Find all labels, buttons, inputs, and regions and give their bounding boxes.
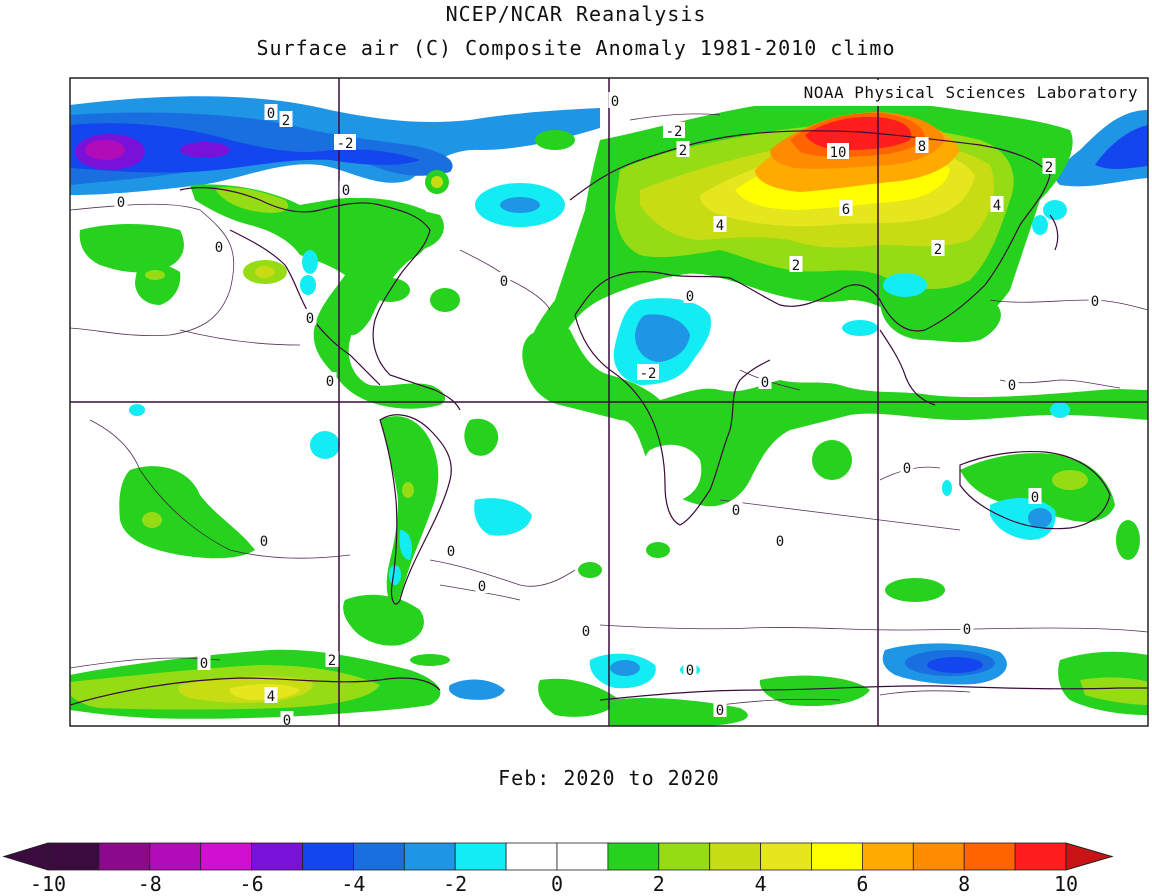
colorbar-under-arrow [2,842,49,871]
contour-label: 0 [686,289,694,305]
contour-label: 0 [732,503,740,519]
colorbar-tick-label: 10 [1053,872,1079,896]
colorbar-swatch [912,842,965,871]
map-title: NCEP/NCAR Reanalysis [445,2,707,26]
contour-label: 0 [447,544,455,560]
contour-label: 0 [611,94,619,110]
colorbar-tick-label: -4 [341,872,366,896]
colorbar-swatch [47,842,100,871]
colorbar-swatch [811,842,863,871]
colorbar-swatch [302,842,354,871]
contour-label: 2 [328,653,336,669]
colorbar-tick-label: 4 [754,872,767,896]
colorbar-swatch [1014,842,1067,871]
contour-label: 0 [478,579,486,595]
australia-anomaly [960,453,1115,522]
colorbar-tick-label: -2 [443,872,468,896]
colorbar-swatch [454,842,507,871]
colorbar-tick-label: 8 [958,872,971,896]
contour-label: 2 [282,113,290,129]
contour-label: 2 [934,242,942,258]
contour-label: 0 [582,624,590,640]
credit-label: NOAA Physical Sciences Laboratory [724,80,1144,106]
contour-label: 0 [1008,378,1016,394]
contour-label: 8 [918,139,926,155]
colorbar-swatch [403,842,456,871]
contour-label: -2 [640,366,657,382]
colorbar-swatch [98,842,151,871]
colorbar-tick-label: -10 [29,872,67,896]
colorbar-swatch [251,842,303,871]
contour-label: 10 [830,145,847,161]
colorbar-swatch [607,842,660,871]
contour-label: 4 [267,689,275,705]
contour-label: 4 [993,198,1001,214]
contour-label: 0 [200,656,208,672]
contour-label: 0 [283,713,291,729]
contour-label: 2 [679,143,687,159]
map-frame [69,77,1149,727]
colorbar-swatch [862,842,914,871]
colorbar-swatch [352,842,405,871]
colorbar-tick-label: -8 [137,872,162,896]
contour-label: 0 [716,703,724,719]
colorbar-swatch [149,842,202,871]
contour-label: 0 [1031,490,1039,506]
map-subtitle: Surface air (C) Composite Anomaly 1981-2… [256,36,896,60]
contour-label: 0 [215,240,223,256]
colorbar-over-arrow [1065,842,1114,871]
colorbar-swatch [556,842,609,871]
contour-label: 0 [306,311,314,327]
contour-label: 2 [792,258,800,274]
colorbar-tick-label: 2 [652,872,665,896]
colorbar-tick-label: 6 [856,872,869,896]
colorbar-tick-label: 0 [550,872,564,896]
contour-label: 0 [500,274,508,290]
contour-label: 0 [267,106,275,122]
contour-label: 0 [117,195,125,211]
contour-label: 0 [776,534,784,550]
contour-label: 0 [686,663,694,679]
colorbar-swatch [658,842,711,871]
colorbar [2,842,1114,871]
contour-label: 2 [1045,160,1053,176]
contour-label: 0 [1091,294,1099,310]
contour-label: 6 [842,202,850,218]
contour-label: 0 [342,183,350,199]
contour-label: 0 [761,375,769,391]
colorbar-swatch [709,842,762,871]
contour-label: 4 [716,218,724,234]
colorbar-swatch [760,842,812,871]
contour-label: -2 [337,136,354,152]
graticule [70,78,1148,726]
contour-label: 0 [903,461,911,477]
period-label: Feb: 2020 to 2020 [498,766,720,790]
contour-label: 0 [326,374,334,390]
contour-label: 0 [260,534,268,550]
colorbar-swatch [963,842,1016,871]
colorbar-swatch [200,842,252,871]
colorbar-tick-label: -6 [239,872,264,896]
contour-label: -2 [666,124,683,140]
colorbar-swatch [505,842,558,871]
contour-label: 0 [963,622,971,638]
